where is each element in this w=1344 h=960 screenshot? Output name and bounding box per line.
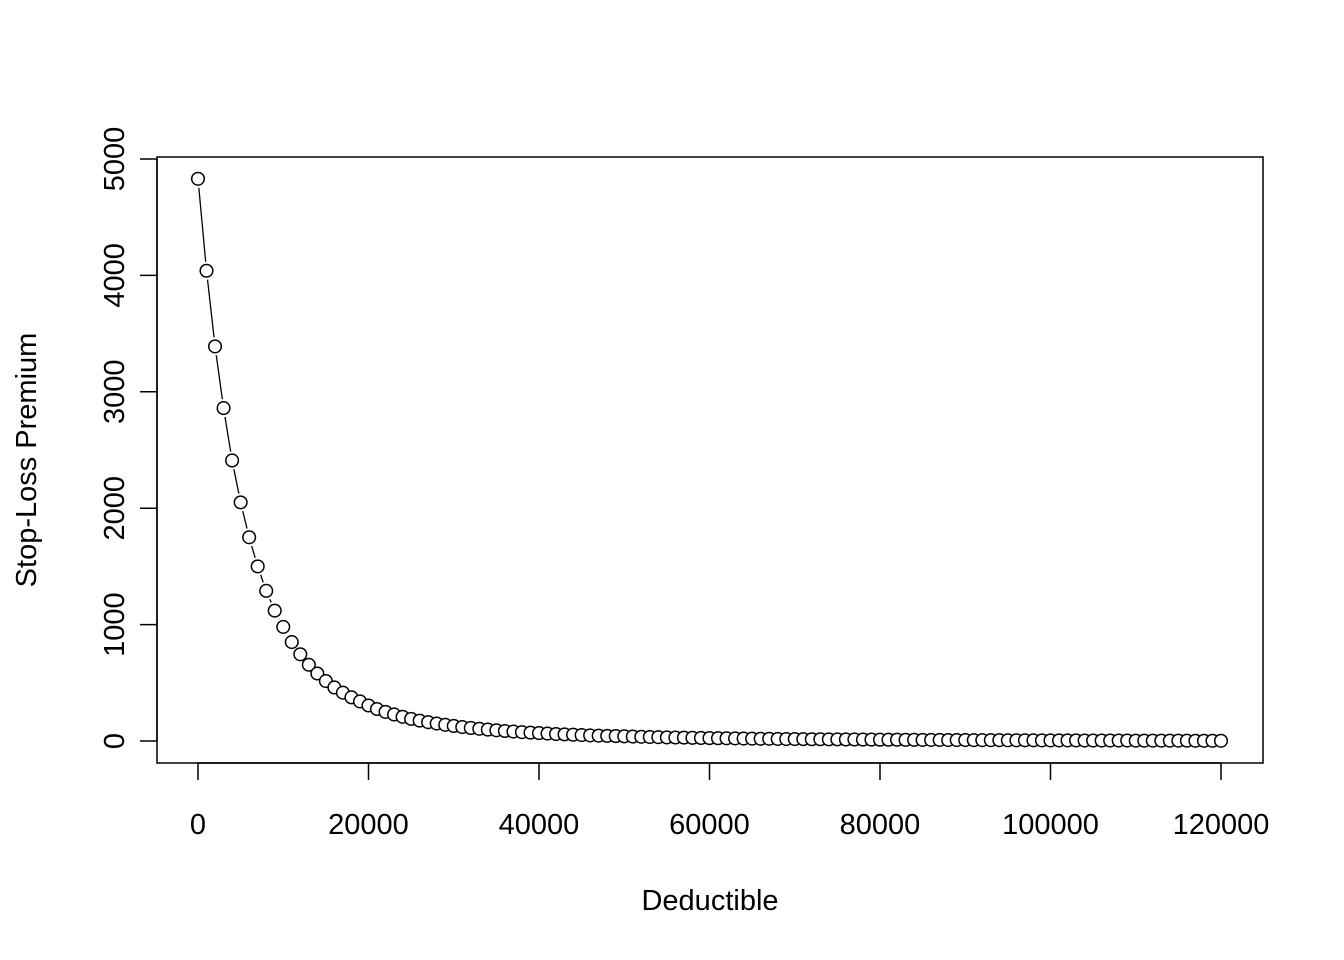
series-line-segment [260, 574, 264, 583]
x-axis: 0 20000 40000 60000 80000 100000 120000 [190, 762, 1270, 841]
data-point [1213, 733, 1229, 748]
data-point [242, 530, 257, 545]
y-tick-label: 1000 [99, 592, 131, 657]
y-axis: 0 1000 2000 3000 4000 5000 [99, 127, 158, 749]
series-line-segment [242, 510, 248, 529]
x-tick-label: 0 [190, 809, 206, 841]
data-point [199, 263, 214, 278]
data-point [259, 583, 274, 598]
series-line-segment [198, 187, 207, 262]
series-line-segments [198, 187, 280, 620]
x-tick-label: 100000 [1002, 809, 1099, 841]
x-tick-label: 80000 [840, 809, 921, 841]
data-point [301, 657, 316, 672]
series-line-segment [224, 416, 232, 452]
y-tick-label: 0 [99, 733, 131, 749]
y-tick-label: 2000 [99, 476, 131, 541]
data-point [267, 603, 282, 618]
series-line-segment [206, 279, 215, 338]
series-points [190, 171, 1229, 748]
data-point [190, 171, 206, 186]
x-tick-label: 60000 [669, 809, 750, 841]
x-tick-label: 20000 [328, 809, 409, 841]
data-point [250, 559, 265, 574]
data-point [208, 339, 223, 354]
data-point [233, 495, 248, 510]
y-tick-label: 4000 [99, 243, 131, 308]
y-axis-label: Stop-Loss Premium [11, 333, 43, 588]
data-point [284, 635, 299, 650]
series-line-segment [251, 545, 256, 558]
y-tick-label: 5000 [99, 127, 131, 192]
data-point [293, 647, 308, 662]
series-line-segment [269, 598, 272, 603]
data-point [276, 619, 291, 634]
y-tick-label: 3000 [99, 360, 131, 425]
x-axis-label: Deductible [641, 885, 778, 917]
x-tick-label: 120000 [1173, 809, 1270, 841]
data-point [216, 401, 231, 416]
series-line-segment [215, 355, 223, 400]
series-line-segment [233, 469, 240, 494]
data-point [225, 453, 240, 468]
x-tick-label: 40000 [499, 809, 580, 841]
